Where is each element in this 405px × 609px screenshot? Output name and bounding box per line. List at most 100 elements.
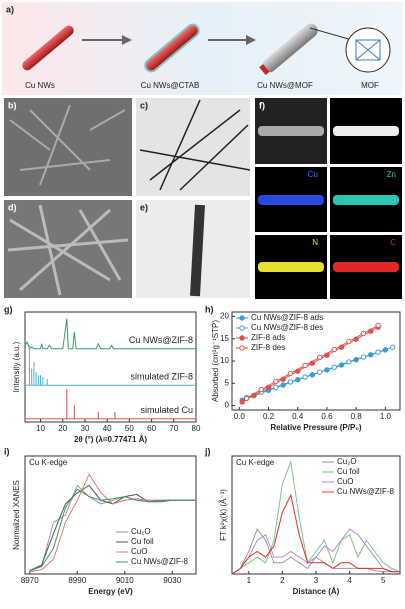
x-tick-label: 80: [192, 424, 201, 433]
x-tick-label: 0.4: [292, 412, 304, 421]
tem-wires: [139, 99, 251, 191]
x-axis-label: Energy (eV): [88, 587, 133, 596]
y-axis-label: Normalized XANES: [12, 480, 21, 550]
x-tick-label: 0.6: [321, 412, 333, 421]
data-point: [316, 369, 323, 375]
x-tick-label: 10: [36, 424, 45, 433]
x-tick-label: 4: [347, 576, 352, 585]
series-line: [246, 324, 379, 399]
legend-label: CuO: [337, 477, 353, 486]
legend-label: CuO: [131, 547, 147, 556]
series-line: [29, 488, 196, 571]
x-tick-label: 5: [381, 576, 386, 585]
legend-label: Cu foil: [131, 537, 154, 546]
x-axis-label: Relative Pressure (P/P₀): [270, 423, 362, 432]
map-label: Zn: [387, 170, 396, 179]
legend-marker: [239, 335, 245, 341]
data-point: [287, 370, 294, 377]
panel-label: j): [204, 446, 211, 456]
y-tick-label: 15: [220, 334, 229, 343]
x-tick-label: 1.0: [380, 412, 392, 421]
legend-label: Cu NWs@ZIF-8: [131, 557, 189, 566]
map-wire: [333, 195, 399, 205]
map-label: N: [312, 238, 318, 247]
legend-label: ZIF-8 ads: [251, 333, 285, 342]
legend-label: Cu NWs@ZIF-8 ads: [251, 313, 323, 322]
data-point: [239, 399, 245, 405]
panel-label: d): [8, 202, 17, 212]
legend-marker: [239, 325, 245, 331]
x-tick-label: 0.8: [351, 412, 363, 421]
map-wire: [333, 126, 399, 136]
panel-label: e): [140, 202, 148, 212]
chart-title: Cu K-edge: [29, 458, 68, 467]
stage-label: Cu NWs@CTAB: [141, 81, 200, 90]
x-tick-label: 20: [58, 424, 67, 433]
series-line: [25, 345, 196, 386]
x-tick-label: 0.0: [234, 412, 246, 421]
x-tick-label: 8990: [68, 576, 86, 585]
panel-label: i): [4, 446, 10, 456]
x-axis-label: Distance (Å): [293, 587, 340, 596]
x-tick-label: 3: [314, 576, 319, 585]
plot-frame: [24, 311, 197, 423]
y-tick-label: 20: [220, 312, 229, 321]
y-tick-label: 5: [225, 378, 230, 387]
mof-lattice: [355, 39, 381, 61]
x-axis-label: 2θ (°) (λ=0.77471 Å): [74, 435, 147, 444]
map-wire: [333, 262, 399, 272]
legend-marker: [239, 345, 245, 351]
series-line: [25, 388, 196, 420]
arrow-head: [122, 35, 132, 45]
x-tick-label: 30: [81, 424, 90, 433]
x-tick-label: 0.2: [263, 412, 275, 421]
chart-title: Cu K-edge: [236, 458, 275, 467]
panel-label: c): [140, 100, 148, 110]
y-axis-label: FT k²χ(k) (Å⁻³): [219, 489, 228, 541]
legend-label: Cu NWs@ZIF-8: [337, 487, 395, 496]
tem-wire: [190, 204, 205, 297]
legend-label: Cu₂O: [337, 457, 357, 466]
x-tick-label: 70: [169, 424, 178, 433]
x-tick-label: 40: [103, 424, 112, 433]
stage-label: Cu NWs@MOF: [257, 81, 313, 90]
series-label: simulated Cu: [140, 405, 193, 415]
data-point: [273, 384, 279, 390]
legend-label: Cu foil: [337, 467, 360, 476]
arrow-head: [246, 35, 256, 45]
series-label: Cu NWs@ZIF-8: [129, 335, 193, 345]
panel-label: h): [205, 304, 214, 314]
plot-frame: [24, 455, 197, 575]
sem-texture: [7, 204, 129, 296]
data-point: [375, 349, 381, 355]
series-line: [231, 493, 400, 575]
series-line: [231, 528, 400, 575]
panel-label: f): [259, 100, 265, 110]
panel-label: g): [4, 304, 13, 314]
x-tick-label: 1: [247, 576, 252, 585]
cu-nw-mof: [259, 23, 318, 75]
series-line: [231, 459, 401, 575]
zoom-line: [309, 27, 353, 41]
map-label: Cu: [308, 170, 318, 179]
data-point: [258, 386, 264, 393]
map-wire: [258, 126, 324, 136]
y-axis-label: Intensity (a.u.): [12, 341, 21, 392]
legend-label: Cu NWs@ZIF-8 des: [251, 323, 323, 332]
data-point: [389, 344, 396, 350]
data-point: [302, 362, 308, 369]
panel-label: a): [6, 4, 14, 14]
data-point: [316, 354, 323, 361]
data-point: [346, 338, 352, 345]
data-point: [360, 354, 367, 360]
data-point: [273, 378, 279, 385]
map-wire: [258, 195, 324, 205]
data-point: [331, 364, 337, 370]
y-tick-label: 0: [225, 401, 230, 410]
data-point: [346, 359, 352, 365]
legend-label: ZIF-8 des: [251, 343, 285, 352]
series-label: simulated ZIF-8: [130, 372, 193, 382]
panel-a-bg: [2, 2, 403, 95]
x-tick-label: 50: [125, 424, 134, 433]
